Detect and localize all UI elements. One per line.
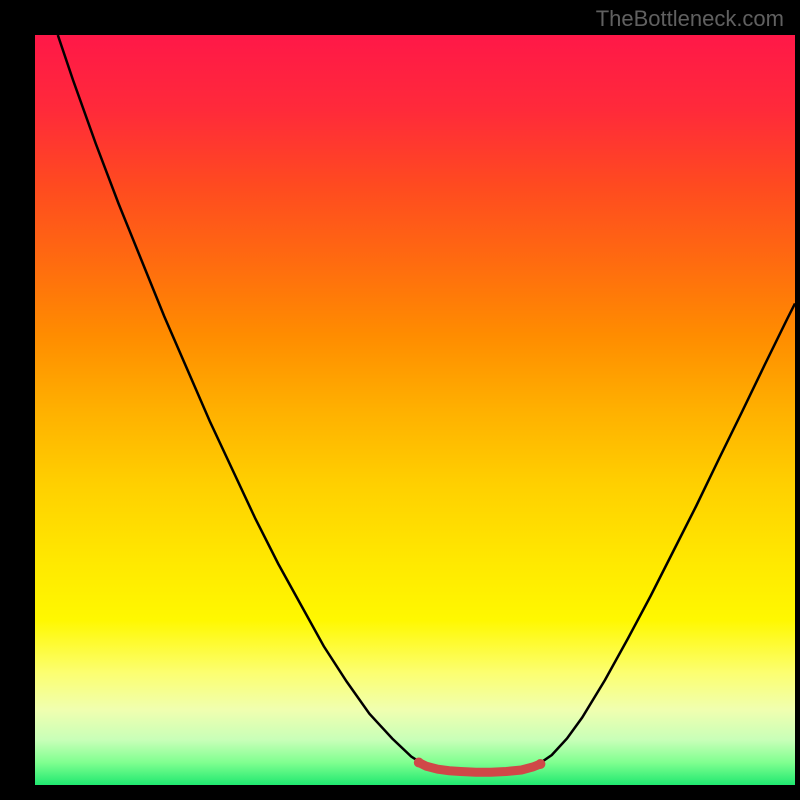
main-curve-line <box>58 35 795 772</box>
bottleneck-curve <box>35 35 795 785</box>
watermark-text: TheBottleneck.com <box>596 6 784 32</box>
plot-area <box>35 35 795 785</box>
bottom-accent-line <box>419 763 541 773</box>
